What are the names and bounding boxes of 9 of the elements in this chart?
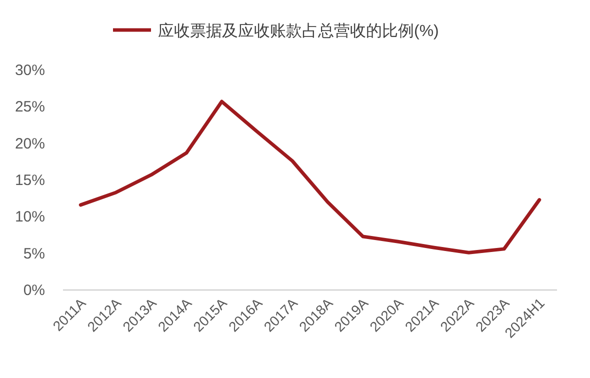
legend-label: 应收票据及应收账款占总营收的比例(%) — [158, 22, 439, 40]
y-tick-label: 15% — [14, 172, 45, 189]
y-tick-label: 5% — [23, 245, 45, 262]
line-series — [78, 100, 542, 254]
y-tick-label: 30% — [14, 62, 45, 79]
y-tick-label: 25% — [14, 98, 45, 116]
y-tick-label: 0% — [23, 282, 45, 299]
y-tick-label: 10% — [14, 208, 45, 226]
y-tick-label: 20% — [14, 135, 45, 152]
